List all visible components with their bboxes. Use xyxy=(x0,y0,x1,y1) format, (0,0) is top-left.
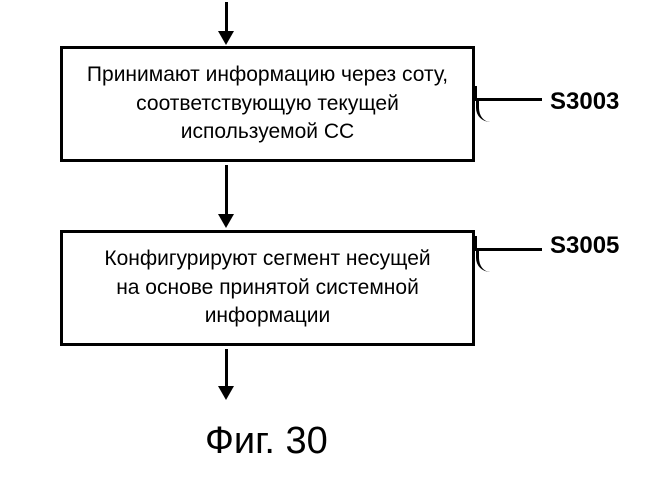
arrow-out-head xyxy=(218,386,234,400)
label-1-notch xyxy=(474,86,477,101)
arrow-mid-head xyxy=(218,214,234,228)
flowchart-diagram: Принимают информацию через соту,соответс… xyxy=(0,0,666,500)
arrow-out-shaft xyxy=(225,349,228,387)
figure-caption: Фиг. 30 xyxy=(205,420,328,463)
label-1-tail xyxy=(476,98,542,122)
step-label-2: S3005 xyxy=(550,232,619,260)
step-label-1: S3003 xyxy=(550,88,619,116)
label-2-tail xyxy=(476,248,542,272)
arrow-mid-shaft xyxy=(225,165,228,215)
step-box-2-text: Конфигурируют сегмент несущейна основе п… xyxy=(104,245,430,330)
step-box-1: Принимают информацию через соту,соответс… xyxy=(60,46,475,162)
arrow-in-head xyxy=(218,31,234,45)
arrow-in-shaft xyxy=(225,2,228,32)
step-box-1-text: Принимают информацию через соту,соответс… xyxy=(87,61,448,146)
label-2-notch xyxy=(474,236,477,251)
step-box-2: Конфигурируют сегмент несущейна основе п… xyxy=(60,230,475,346)
